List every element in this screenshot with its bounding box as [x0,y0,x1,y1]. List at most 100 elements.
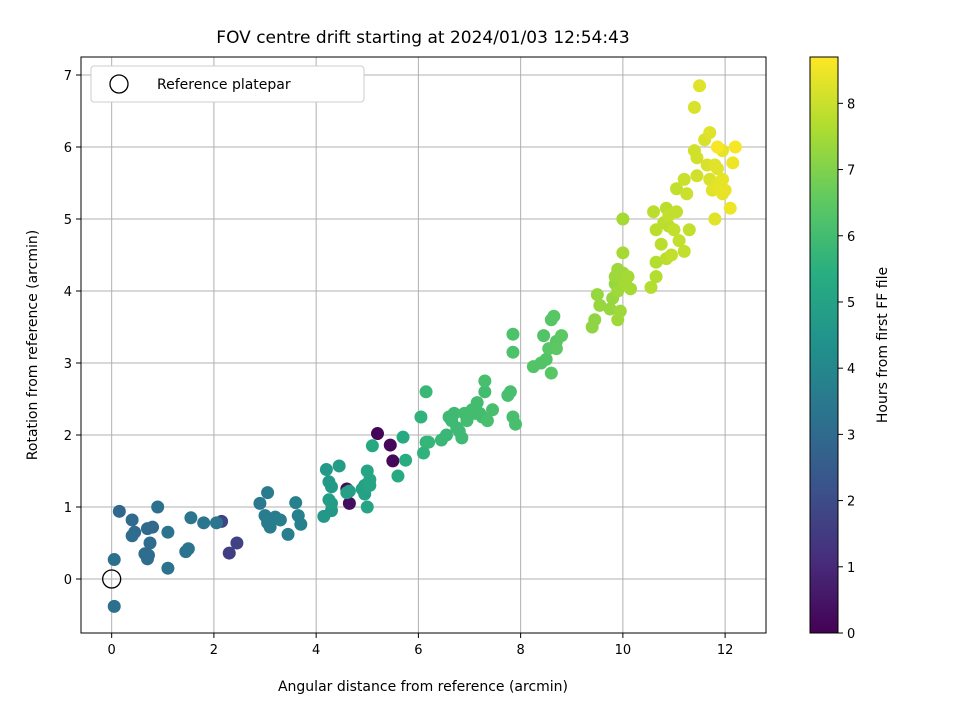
x-axis-ticks: 0 2 4 6 8 10 12 [108,633,734,658]
colorbar-label: Hours from first FF file [875,267,891,423]
colorbar-ticks: 0 1 2 3 4 5 6 7 8 [838,97,855,642]
data-point [365,439,379,453]
y-tick-label: 4 [64,285,72,300]
y-axis-label: Rotation from reference (arcmin) [25,230,41,460]
data-point [281,527,295,541]
data-point [649,270,663,284]
data-point [370,427,384,441]
data-point [253,496,267,510]
data-point [414,410,428,424]
data-point [478,374,492,388]
data-point [324,496,338,510]
data-point [470,396,484,410]
data-point [670,182,684,196]
data-point [539,352,553,366]
data-point [161,561,175,575]
data-point [332,459,346,473]
data-point [710,140,724,154]
data-point [319,463,333,477]
data-point [723,201,737,215]
data-point [478,385,492,399]
data-point [690,151,704,165]
data-point [667,223,681,237]
y-tick-label: 2 [64,429,72,444]
data-point [422,435,436,449]
data-point [549,342,563,356]
colorbar-tick-label: 4 [847,362,855,377]
x-tick-label: 12 [717,643,734,658]
data-point [209,516,223,530]
data-point [716,172,730,186]
data-point [222,546,236,560]
x-tick-label: 10 [615,643,632,658]
data-point [342,496,356,510]
data-point [143,536,157,550]
data-point [677,172,691,186]
data-point [419,385,433,399]
data-point [486,403,500,417]
y-axis-ticks: 0 1 2 3 4 5 6 7 [64,69,81,588]
data-point [197,516,211,530]
data-point [263,520,277,534]
data-point [611,313,625,327]
data-point [708,212,722,226]
data-point [440,428,454,442]
data-point [230,536,244,550]
data-point [703,126,717,140]
data-point [161,525,175,539]
data-point [670,205,684,219]
data-point [417,446,430,460]
data-point [728,140,742,154]
data-point [363,478,377,492]
x-tick-label: 0 [108,643,116,658]
legend-box [90,65,365,103]
data-point [480,414,494,428]
data-point [544,366,558,380]
data-point [680,187,694,201]
data-point [396,430,410,444]
x-tick-label: 6 [414,643,422,658]
data-point [324,480,338,494]
colorbar-tick-label: 7 [847,164,855,179]
data-point [718,183,732,197]
data-point [386,454,400,468]
colorbar: 0 1 2 3 4 5 6 7 8 Hours from first FF file [809,56,891,642]
data-point [616,212,630,226]
data-point [342,484,356,498]
colorbar-tick-label: 8 [847,97,855,112]
data-point [146,520,160,534]
chart-title: FOV centre drift starting at 2024/01/03 … [216,28,629,48]
x-tick-label: 8 [516,643,524,658]
grid [81,57,766,633]
data-point [273,513,287,527]
data-point [391,469,405,483]
data-point [455,431,469,445]
data-point [506,345,520,359]
legend: Reference platepar [90,65,365,103]
data-point [184,511,198,525]
data-point [447,406,461,420]
data-point [509,417,523,431]
data-point [399,453,413,467]
data-point [151,500,165,514]
data-point [181,542,195,556]
data-point [588,313,602,327]
data-point [624,282,638,296]
data-point [360,500,374,514]
y-tick-label: 7 [64,69,72,84]
data-point [383,438,397,452]
colorbar-tick-label: 6 [847,230,855,245]
data-point [141,548,155,562]
data-point [537,329,551,343]
data-point [107,553,121,567]
data-point [125,513,139,527]
y-tick-label: 5 [64,213,72,228]
data-point [664,248,678,262]
colorbar-gradient [809,56,839,634]
y-tick-label: 3 [64,357,72,372]
data-point [649,255,663,269]
x-tick-label: 4 [312,643,320,658]
plot-frame [80,56,767,634]
data-point [590,288,604,302]
